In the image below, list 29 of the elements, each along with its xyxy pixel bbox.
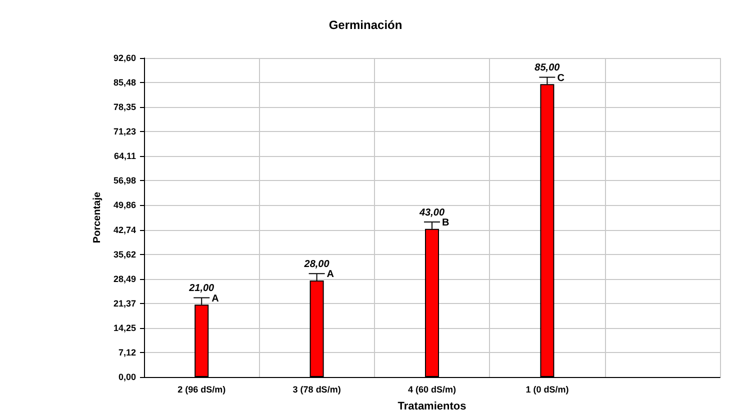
y-tick-label: 28,49 bbox=[113, 274, 136, 284]
y-tick-label: 7,12 bbox=[118, 347, 136, 358]
y-tick-label: 35,62 bbox=[113, 249, 136, 260]
y-tick-label: 42,74 bbox=[113, 224, 136, 235]
data-label: 21,00 bbox=[188, 283, 215, 294]
y-tick-label: 92,60 bbox=[113, 53, 136, 63]
x-tick-label: 2 (96 dS/m) bbox=[178, 384, 226, 394]
y-tick-label: 56,98 bbox=[113, 176, 136, 186]
chart-title: Germinación bbox=[328, 18, 402, 32]
data-label: 28,00 bbox=[303, 259, 330, 270]
x-tick-label: 3 (78 dS/m) bbox=[292, 384, 341, 394]
annotation: C bbox=[557, 72, 564, 84]
y-tick-label: 85,48 bbox=[113, 78, 136, 88]
y-tick-label: 0,00 bbox=[118, 372, 136, 382]
y-axis-title: Porcentaje bbox=[92, 192, 104, 244]
annotation: B bbox=[442, 217, 450, 228]
x-tick-label: 1 (0 dS/m) bbox=[526, 384, 569, 394]
data-label: 85,00 bbox=[534, 62, 560, 74]
data-label: 43,00 bbox=[418, 207, 445, 218]
annotation: A bbox=[326, 269, 334, 280]
y-tick-label: 64,11 bbox=[114, 151, 136, 162]
y-tick-label: 14,25 bbox=[113, 322, 136, 333]
x-axis-title: Tratamientos bbox=[398, 400, 466, 412]
y-tick-label: 49,86 bbox=[113, 200, 136, 210]
annotation: A bbox=[212, 293, 219, 304]
y-tick-label: 71,23 bbox=[113, 126, 136, 137]
y-tick-label: 21,37 bbox=[113, 298, 136, 308]
x-tick-label: 4 (60 dS/m) bbox=[408, 384, 456, 394]
y-tick-label: 78,35 bbox=[113, 102, 136, 112]
